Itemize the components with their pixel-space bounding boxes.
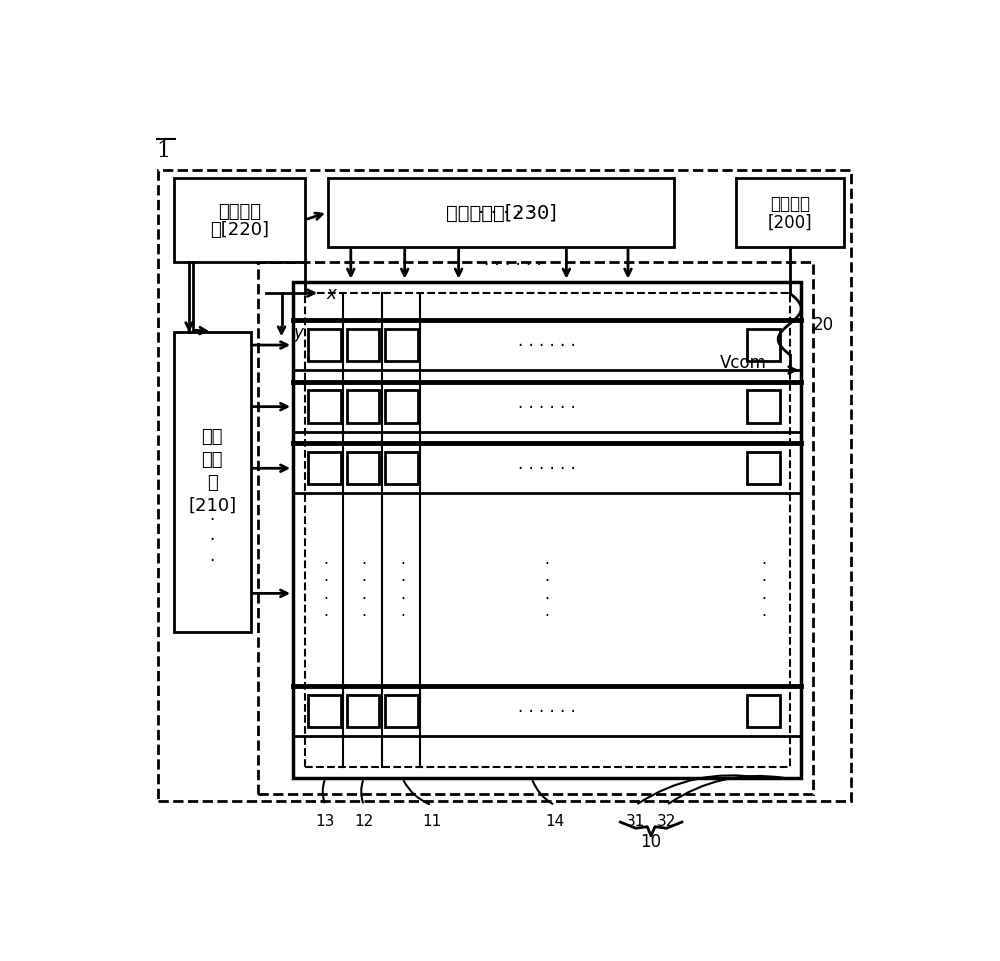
Bar: [347, 330, 379, 362]
Text: ·
·
·
·: · · · ·: [761, 556, 766, 624]
Text: 器[220]: 器[220]: [210, 221, 269, 239]
Text: y: y: [293, 323, 303, 341]
Text: 12: 12: [354, 813, 374, 828]
Text: · · · · · ·: · · · · · ·: [518, 702, 576, 720]
Bar: [347, 453, 379, 485]
Text: 驱动: 驱动: [201, 450, 223, 468]
Bar: [174, 179, 305, 263]
Text: x: x: [326, 284, 336, 303]
Text: 11: 11: [422, 813, 441, 828]
Text: 数据驱动器[230]: 数据驱动器[230]: [446, 204, 556, 223]
Text: 10: 10: [641, 832, 662, 850]
Text: ·
·
·
·: · · · ·: [323, 556, 328, 624]
Bar: [158, 171, 851, 801]
Text: 1: 1: [157, 140, 171, 161]
Text: ·
·
·
·: · · · ·: [545, 556, 550, 624]
Text: · · · · · ·: · · · · · ·: [518, 398, 576, 416]
Bar: [308, 695, 341, 727]
Text: 器: 器: [207, 473, 218, 491]
Text: · · · · · ·: · · · · · ·: [518, 459, 576, 478]
Text: ·
·
·
·: · · · ·: [400, 556, 405, 624]
Bar: [736, 179, 844, 248]
Bar: [293, 283, 801, 778]
Bar: [747, 391, 780, 424]
Bar: [747, 330, 780, 362]
Text: · · · · · ·: · · · · · ·: [484, 256, 541, 274]
Bar: [347, 695, 379, 727]
Text: [210]: [210]: [188, 496, 236, 514]
Bar: [308, 330, 341, 362]
Text: 32: 32: [657, 813, 676, 828]
Bar: [174, 333, 251, 632]
Bar: [308, 453, 341, 485]
Text: [200]: [200]: [767, 213, 812, 232]
Text: 时序控制: 时序控制: [218, 203, 261, 220]
Bar: [301, 682, 794, 740]
Bar: [308, 391, 341, 424]
Bar: [747, 695, 780, 727]
Text: 13: 13: [316, 813, 335, 828]
Bar: [385, 453, 418, 485]
Text: ·
·
·
·: · · · ·: [361, 556, 366, 624]
Text: 栊极: 栊极: [201, 427, 223, 445]
Text: 31: 31: [626, 813, 645, 828]
Bar: [305, 294, 790, 767]
Text: · · · · · ·: · · · · · ·: [478, 204, 547, 223]
Text: · · · · · ·: · · · · · ·: [518, 336, 576, 355]
Bar: [747, 453, 780, 485]
Bar: [258, 263, 813, 794]
Text: 20: 20: [813, 315, 834, 333]
Bar: [385, 695, 418, 727]
Bar: [328, 179, 674, 248]
Text: ·
·
·: · · ·: [210, 510, 215, 570]
Text: 电源模块: 电源模块: [770, 195, 810, 212]
Bar: [385, 391, 418, 424]
Text: 14: 14: [545, 813, 564, 828]
Bar: [385, 330, 418, 362]
Bar: [347, 391, 379, 424]
Text: Vcom: Vcom: [720, 354, 767, 372]
